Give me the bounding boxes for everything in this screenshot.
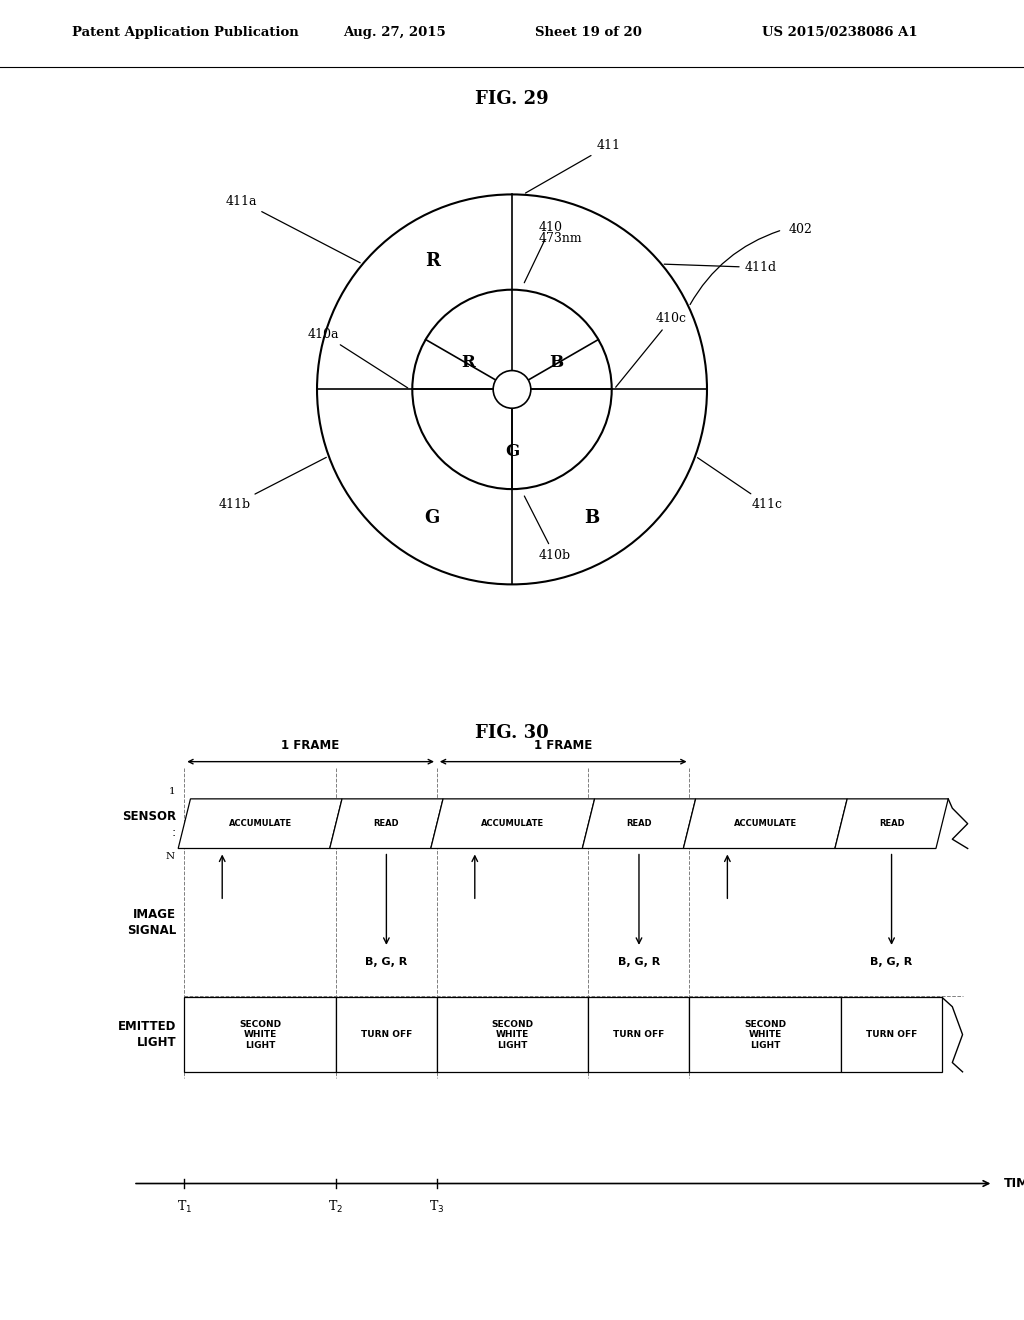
Text: TURN OFF: TURN OFF [613, 1030, 665, 1039]
Text: 410b: 410b [524, 496, 570, 562]
Text: TURN OFF: TURN OFF [360, 1030, 412, 1039]
Polygon shape [330, 799, 443, 849]
Text: 411: 411 [525, 139, 621, 193]
Text: B, G, R: B, G, R [870, 957, 912, 968]
Polygon shape [583, 799, 695, 849]
Text: 411a: 411a [225, 194, 360, 263]
Text: FIG. 30: FIG. 30 [475, 725, 549, 742]
Text: 411b: 411b [218, 457, 327, 511]
Text: SENSOR: SENSOR [122, 809, 176, 822]
Text: T$_3$: T$_3$ [429, 1199, 444, 1216]
Text: T$_1$: T$_1$ [177, 1199, 191, 1216]
Text: FIG. 29: FIG. 29 [475, 90, 549, 108]
Text: B: B [549, 354, 563, 371]
Circle shape [494, 371, 530, 408]
Text: SECOND
WHITE
LIGHT: SECOND WHITE LIGHT [744, 1020, 786, 1049]
Bar [336, 998, 437, 1072]
Bar [437, 998, 589, 1072]
Text: N: N [166, 851, 175, 861]
Polygon shape [683, 799, 847, 849]
Text: B: B [584, 510, 599, 527]
Text: :: : [172, 826, 176, 840]
Text: TURN OFF: TURN OFF [866, 1030, 918, 1039]
Text: ACCUMULATE: ACCUMULATE [734, 820, 797, 828]
Text: US 2015/0238086 A1: US 2015/0238086 A1 [762, 26, 918, 40]
Text: ACCUMULATE: ACCUMULATE [228, 820, 292, 828]
Text: 473nm: 473nm [539, 232, 583, 246]
Text: R: R [461, 354, 474, 371]
Text: EMITTED
LIGHT: EMITTED LIGHT [118, 1020, 176, 1049]
Text: ACCUMULATE: ACCUMULATE [481, 820, 544, 828]
Text: 411d: 411d [665, 261, 777, 275]
Text: Aug. 27, 2015: Aug. 27, 2015 [343, 26, 445, 40]
Text: READ: READ [626, 820, 652, 828]
Text: 1: 1 [169, 787, 175, 796]
Text: TIME: TIME [1004, 1177, 1024, 1191]
Polygon shape [835, 799, 948, 849]
Text: 402: 402 [788, 223, 813, 236]
Text: 410: 410 [524, 222, 562, 282]
Text: 1 FRAME: 1 FRAME [282, 739, 340, 752]
Text: B, G, R: B, G, R [366, 957, 408, 968]
Polygon shape [178, 799, 342, 849]
Text: 410c: 410c [615, 312, 687, 387]
Text: 410a: 410a [307, 327, 408, 388]
Text: R: R [425, 252, 439, 269]
Text: READ: READ [374, 820, 399, 828]
Text: T$_2$: T$_2$ [329, 1199, 343, 1216]
Text: 411c: 411c [697, 458, 782, 511]
Text: SECOND
WHITE
LIGHT: SECOND WHITE LIGHT [492, 1020, 534, 1049]
Text: G: G [425, 510, 440, 527]
Bar [184, 998, 336, 1072]
Text: IMAGE
SIGNAL: IMAGE SIGNAL [127, 908, 176, 937]
Text: Sheet 19 of 20: Sheet 19 of 20 [536, 26, 642, 40]
Text: B, G, R: B, G, R [617, 957, 660, 968]
Bar [689, 998, 841, 1072]
Text: G: G [505, 444, 519, 459]
Text: 1 FRAME: 1 FRAME [535, 739, 592, 752]
Text: READ: READ [879, 820, 904, 828]
Bar [589, 998, 689, 1072]
Bar [841, 998, 942, 1072]
Polygon shape [431, 799, 595, 849]
Text: Patent Application Publication: Patent Application Publication [72, 26, 298, 40]
Text: SECOND
WHITE
LIGHT: SECOND WHITE LIGHT [239, 1020, 282, 1049]
